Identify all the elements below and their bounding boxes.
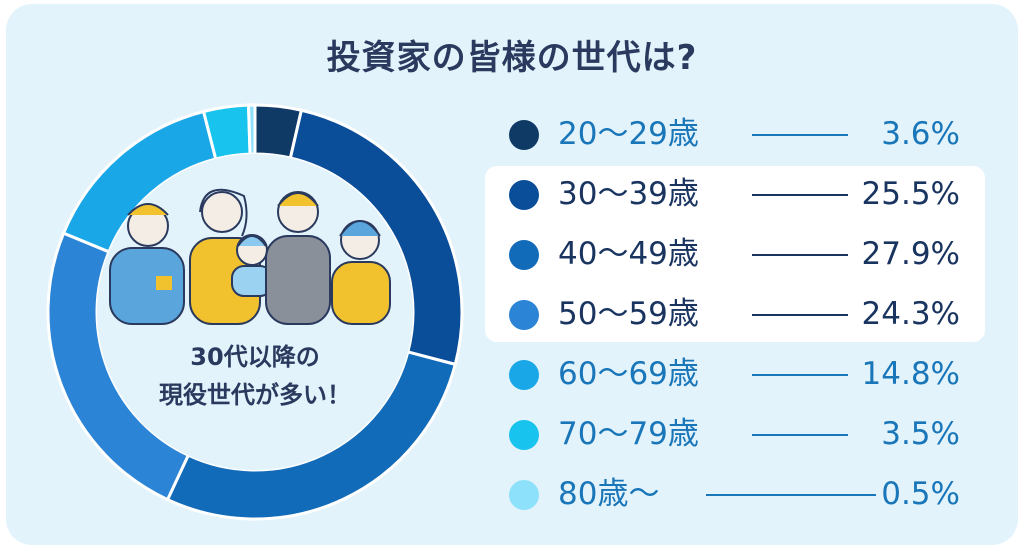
legend-leader-line — [752, 194, 848, 196]
legend-label: 70〜79歳 — [558, 416, 699, 452]
legend-label: 80歳〜 — [558, 476, 660, 512]
legend-value: 27.9% — [861, 236, 960, 272]
legend-value: 24.3% — [861, 296, 960, 332]
chart-title: 投資家の皆様の世代は? — [326, 38, 698, 78]
legend-value: 3.6% — [881, 116, 960, 152]
legend-dot — [509, 360, 539, 390]
legend-label: 40〜49歳 — [558, 236, 699, 272]
legend-item: 50〜59歳 24.3% — [0, 294, 1024, 334]
legend-label: 30〜39歳 — [558, 176, 699, 212]
legend-item: 30〜39歳 25.5% — [0, 174, 1024, 214]
legend-value: 14.8% — [861, 356, 960, 392]
legend-dot — [509, 480, 539, 510]
legend-item: 70〜79歳 3.5% — [0, 414, 1024, 454]
legend-value: 25.5% — [861, 176, 960, 212]
center-text-line2: 現役世代が多い！ — [159, 381, 351, 409]
legend-item: 80歳〜 0.5% — [0, 474, 1024, 514]
legend-dot — [509, 300, 539, 330]
center-text-line1: 30代以降の — [190, 343, 320, 371]
legend-dot — [509, 420, 539, 450]
legend-leader-line — [752, 134, 848, 136]
legend-item: 20〜29歳 3.6% — [0, 114, 1024, 154]
legend-value: 0.5% — [881, 476, 960, 512]
legend-dot — [509, 120, 539, 150]
legend-label: 60〜69歳 — [558, 356, 699, 392]
legend-item: 40〜49歳 27.9% — [0, 234, 1024, 274]
legend-value: 3.5% — [881, 416, 960, 452]
family-illustration-icon — [109, 188, 391, 325]
legend-label: 50〜59歳 — [558, 296, 699, 332]
highlight-box — [485, 166, 985, 342]
legend-leader-line — [752, 434, 848, 436]
legend-leader-line — [752, 374, 848, 376]
legend-leader-line — [752, 254, 848, 256]
legend-dot — [509, 180, 539, 210]
legend-item: 60〜69歳 14.8% — [0, 354, 1024, 394]
legend-leader-line — [706, 494, 876, 496]
legend-leader-line — [752, 314, 848, 316]
legend-dot — [509, 240, 539, 270]
legend-label: 20〜29歳 — [558, 116, 699, 152]
